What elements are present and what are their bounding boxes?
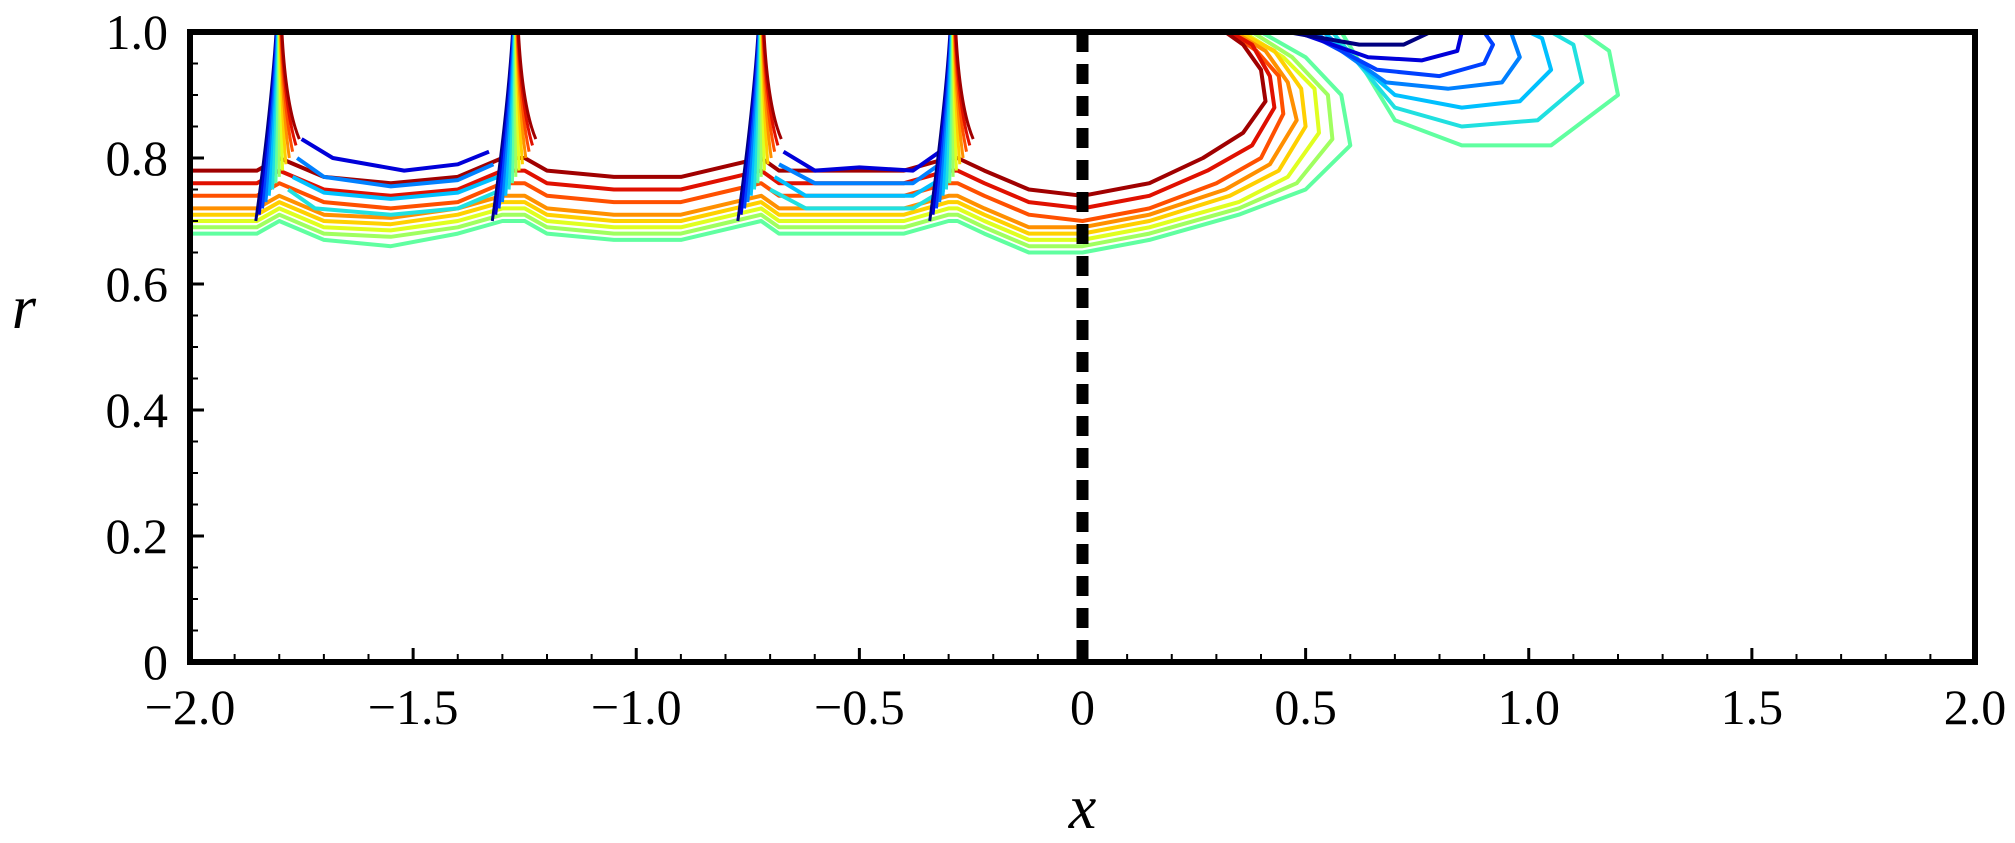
upstream-contour-0 — [190, 30, 1353, 255]
x-axis-ticks: −2.0 −1.5 −1.0 −0.5 0 0.5 1.0 1.5 2.0 — [145, 648, 2007, 735]
trough-contour-7 — [782, 149, 941, 173]
crest-spike-1-13 — [516, 31, 538, 140]
downstream-contour-4 — [1304, 30, 1495, 79]
x-tick-label-1: −1.5 — [368, 679, 459, 735]
x-tick-label-6: 1.0 — [1498, 679, 1561, 735]
upstream-contour-7 — [190, 30, 1268, 198]
trough-contour-6 — [778, 162, 941, 186]
downstream-contour-6 — [1287, 30, 1432, 47]
trough-contour-3 — [300, 137, 490, 173]
x-tick-label-5: 0.5 — [1274, 679, 1337, 735]
crest-spikes — [254, 31, 975, 222]
downstream-contour-5 — [1296, 30, 1464, 63]
crest-spike-2-13 — [762, 31, 783, 140]
trough-contour-2 — [295, 156, 495, 189]
crest-spike-3-13 — [954, 31, 975, 140]
downstream-contour-1 — [1330, 30, 1585, 129]
trough-contour-5 — [773, 175, 946, 198]
y-tick-label-1: 0.2 — [106, 508, 169, 564]
x-tick-label-7: 1.5 — [1721, 679, 1784, 735]
trough-contour-1 — [291, 175, 499, 201]
downstream-contour-2 — [1322, 30, 1554, 110]
y-tick-label-3: 0.6 — [106, 256, 169, 312]
upstream-contour-3 — [190, 30, 1308, 236]
y-tick-label-2: 0.4 — [106, 382, 169, 438]
x-tick-label-2: −1.0 — [591, 679, 682, 735]
upstream-contour-1 — [190, 30, 1335, 249]
contour-lines — [190, 30, 1620, 255]
y-tick-label-0: 0 — [143, 634, 168, 690]
upstream-contour-2 — [190, 30, 1321, 242]
y-tick-label-4: 0.8 — [106, 130, 169, 186]
x-tick-label-4: 0 — [1070, 679, 1095, 735]
y-axis-title: r — [12, 274, 37, 342]
trough-contour-0 — [287, 187, 504, 217]
x-tick-label-8: 2.0 — [1944, 679, 2007, 735]
y-tick-label-5: 1.0 — [106, 4, 169, 60]
plot-frame — [187, 29, 1978, 665]
x-axis-title: x — [1068, 774, 1097, 842]
x-tick-label-3: −0.5 — [814, 679, 905, 735]
x-tick-label-0: −2.0 — [145, 679, 236, 735]
y-axis-ticks: 0 0.2 0.4 0.6 0.8 1.0 — [106, 4, 204, 690]
downstream-contour-0 — [1339, 30, 1620, 148]
trough-contour-4 — [769, 187, 946, 211]
crest-spike-0-13 — [280, 31, 301, 140]
downstream-contour-3 — [1313, 30, 1522, 91]
